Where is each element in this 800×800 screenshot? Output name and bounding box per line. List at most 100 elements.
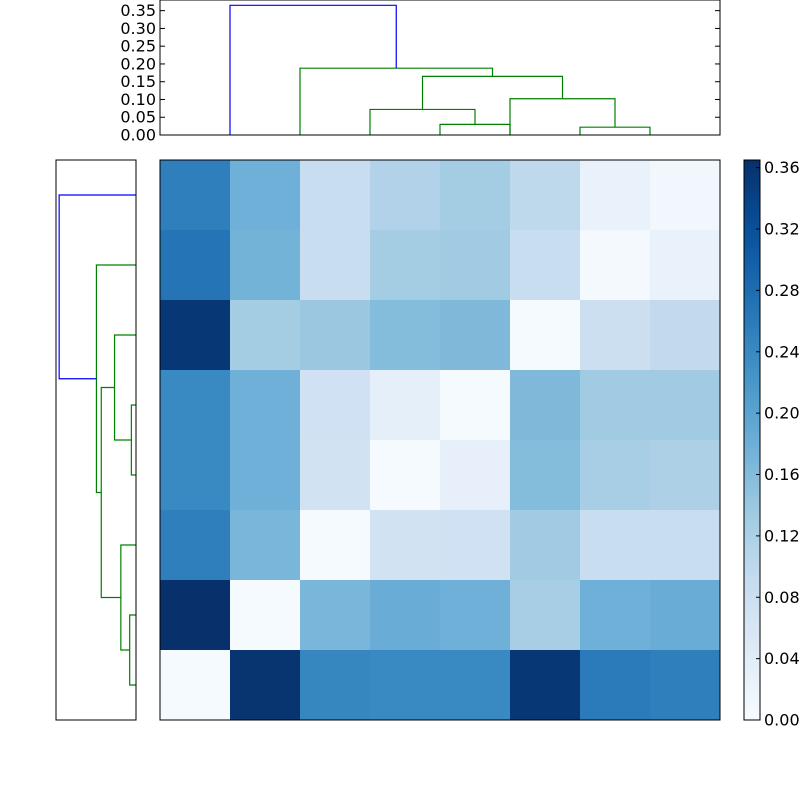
colorbar-gradient-band (744, 652, 760, 657)
left-dendrogram-link (100, 386, 121, 599)
colorbar-gradient-band (744, 664, 760, 669)
colorbar-gradient-band (744, 496, 760, 501)
colorbar-gradient-band (744, 596, 760, 601)
top-dendrogram-link (369, 108, 476, 135)
colorbar-gradient-band (744, 376, 760, 381)
colorbar-gradient-band (744, 360, 760, 365)
left-dendrogram-link (120, 544, 136, 651)
colorbar-gradient-band (744, 316, 760, 321)
colorbar-gradient-band (744, 692, 760, 697)
colorbar-gradient-band (744, 524, 760, 529)
colorbar-gradient-band (744, 568, 760, 573)
colorbar-gradient-band (744, 412, 760, 417)
colorbar-gradient-band (744, 676, 760, 681)
colorbar-gradient-band (744, 608, 760, 613)
colorbar-gradient-band (744, 588, 760, 593)
heatmap-cell (300, 650, 371, 721)
colorbar-gradient-band (744, 544, 760, 549)
colorbar-gradient-band (744, 612, 760, 617)
top-dendrogram-link (579, 126, 651, 135)
colorbar-gradient-band (744, 604, 760, 609)
colorbar-gradient-band (744, 616, 760, 621)
colorbar-gradient-band (744, 512, 760, 517)
top-dendrogram-ytick-label: 0.25 (120, 37, 156, 56)
colorbar-gradient-band (744, 444, 760, 449)
heatmap-cell (650, 650, 721, 721)
heatmap-matrix (159, 159, 721, 721)
colorbar-gradient-band (744, 328, 760, 333)
top-dendrogram-ytick-label: 0.35 (120, 1, 156, 20)
colorbar-gradient-band (744, 488, 760, 493)
colorbar-gradient-band (744, 536, 760, 541)
colorbar-gradient-band (744, 580, 760, 585)
colorbar-gradient-band (744, 264, 760, 269)
colorbar-gradient-band (744, 416, 760, 421)
colorbar-gradient-band (744, 700, 760, 705)
colorbar-gradient-band (744, 216, 760, 221)
left-dendrogram-link (129, 614, 136, 686)
colorbar-gradient-band (744, 160, 760, 165)
colorbar-tick-label: 0.04 (764, 649, 800, 668)
colorbar-gradient-band (744, 288, 760, 293)
colorbar-gradient-band (744, 324, 760, 329)
colorbar-gradient-band (744, 408, 760, 413)
colorbar-gradient-band (744, 644, 760, 649)
colorbar-gradient-band (744, 196, 760, 201)
heatmap-cell (230, 650, 301, 721)
colorbar-gradient-band (744, 480, 760, 485)
heatmap-cell (580, 230, 651, 301)
colorbar-gradient-band (744, 516, 760, 521)
colorbar-gradient-band (744, 204, 760, 209)
colorbar-frame (743, 159, 761, 721)
heatmap-cell (440, 580, 511, 651)
colorbar-gradient-band (744, 532, 760, 537)
colorbar-gradient-band (744, 396, 760, 401)
colorbar-gradient-band (744, 276, 760, 281)
colorbar-gradient-band (744, 500, 760, 505)
colorbar-gradient-band (744, 364, 760, 369)
top-dendrogram-link (229, 4, 397, 135)
colorbar-gradient-band (744, 696, 760, 701)
heatmap-cell (510, 650, 581, 721)
colorbar-gradient-band (744, 228, 760, 233)
colorbar-gradient-band (744, 256, 760, 261)
colorbar-gradient-band (744, 168, 760, 173)
heatmap-cell (370, 370, 441, 441)
colorbar-gradient-band (744, 648, 760, 653)
colorbar-gradient-band (744, 304, 760, 309)
colorbar-gradient-band (744, 552, 760, 557)
heatmap-cell (510, 160, 581, 231)
heatmap-cell (160, 300, 231, 371)
heatmap-cell (510, 510, 581, 581)
heatmap-cell (580, 300, 651, 371)
colorbar-gradient-band (744, 372, 760, 377)
heatmap-cell (440, 510, 511, 581)
heatmap-cell (440, 230, 511, 301)
heatmap-cell (650, 580, 721, 651)
colorbar-gradient-band (744, 456, 760, 461)
colorbar-gradient-band (744, 632, 760, 637)
colorbar-gradient-band (744, 564, 760, 569)
left-dendrogram-link (58, 194, 136, 380)
colorbar-gradient-band (744, 184, 760, 189)
colorbar-gradient-band (744, 712, 760, 717)
colorbar-gradient-band (744, 432, 760, 437)
top-dendrogram-ytick-label: 0.10 (120, 90, 156, 109)
heatmap-cell (650, 510, 721, 581)
colorbar-gradient-band (744, 492, 760, 497)
heatmap-cell (370, 650, 441, 721)
colorbar-gradient-band (744, 200, 760, 205)
left-dendrogram-link (95, 264, 136, 494)
top-dendrogram-ytick-label: 0.05 (120, 108, 156, 127)
colorbar-gradient-band (744, 572, 760, 577)
colorbar-gradient-band (744, 164, 760, 169)
colorbar-gradient-band (744, 440, 760, 445)
colorbar-gradient-band (744, 260, 760, 265)
colorbar-gradient-band (744, 424, 760, 429)
colorbar-gradient-band (744, 220, 760, 225)
top-dendrogram-ytick-label: 0.15 (120, 72, 156, 91)
heatmap-cell (440, 300, 511, 371)
colorbar-gradient-band (744, 180, 760, 185)
heatmap-cell (300, 580, 371, 651)
colorbar-gradient-band (744, 208, 760, 213)
